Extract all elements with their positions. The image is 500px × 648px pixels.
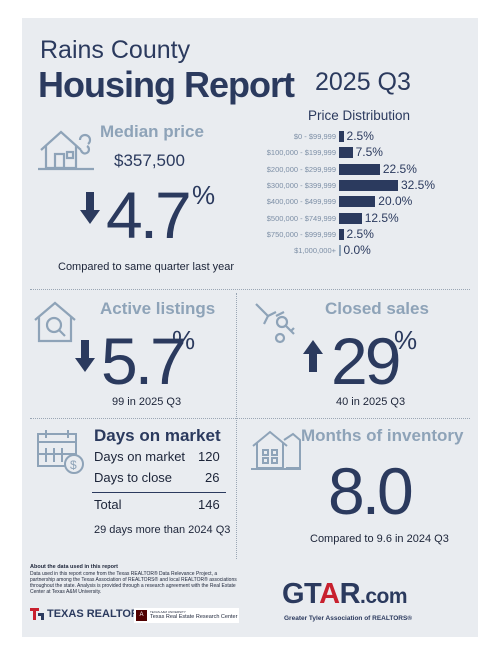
gtar-tagline: Greater Tyler Association of REALTORS® [284,615,413,622]
price-distribution-label: $500,000 - $749,999 [266,213,336,223]
section-divider-vertical [236,293,237,559]
price-distribution-bar [339,196,376,208]
price-distribution-label: $300,000 - $399,999 [266,180,336,190]
calendar-dollar-icon: $ [36,428,88,479]
section-divider [30,289,470,290]
house-icon [38,126,96,177]
closed-sales-change-unit: % [394,325,418,355]
months-inventory-value: 8.0 [328,454,414,528]
months-inventory-heading: Months of inventory [301,426,464,445]
report-title-county: Rains County [40,36,191,64]
price-distribution-value: 22.5% [382,161,417,176]
price-distribution-value: 7.5% [355,145,383,160]
days-total-value: 146 [198,497,220,512]
price-distribution-bar [339,228,344,240]
price-distribution-bar [339,212,362,224]
arrow-down-icon [75,340,95,377]
median-price-change-unit: % [192,180,216,210]
about-text: Data used in this report come from the T… [30,571,237,595]
svg-text:$: $ [70,458,77,472]
closed-sales-change: 29 [331,324,401,398]
hand-keys-icon [254,298,302,353]
price-distribution-label: $1,000,000+ [294,246,336,256]
price-distribution-label: $200,000 - $299,999 [266,164,336,174]
median-price-note: Compared to same quarter last year [58,261,235,273]
active-listings-heading: Active listings [100,299,216,318]
tamu-logo-icon: A [136,610,147,621]
months-inventory-note: Compared to 9.6 in 2024 Q3 [310,533,449,545]
report-quarter: 2025 Q3 [315,68,411,96]
price-distribution-value: 2.5% [346,226,374,241]
days-total-label: Total [94,497,122,512]
closed-sales-note: 40 in 2025 Q3 [336,396,406,408]
gtar-logo: GTAR.com [282,578,408,610]
tamu-center-name: Texas Real Estate Research Center [150,614,238,620]
price-distribution-bar [339,163,380,175]
price-distribution-chart: $0 - $99,999 2.5% $100,000 - $199,999 7.5% $… [22,129,478,260]
active-listings-note: 99 in 2025 Q3 [112,396,182,408]
houses-icon [250,428,302,477]
days-row-value: 26 [205,470,220,485]
price-distribution-value: 2.5% [346,129,374,143]
price-distribution-label: $0 - $99,999 [293,132,336,141]
days-total-rule [92,492,226,493]
active-listings-change-unit: % [172,325,196,355]
price-distribution-bar [339,245,341,257]
gtar-logo-domain: .com [360,585,408,608]
tamu-center-logo: A TEXAS A&M UNIVERSITY Texas Real Estate… [134,608,239,623]
price-distribution-label: $750,000 - $999,999 [266,229,336,239]
median-price-change: 4.7 [106,178,192,252]
days-row-label: Days to close [94,470,173,485]
days-row-label: Days on market [94,449,186,464]
section-divider [30,418,470,419]
gtar-logo-accent-letter: A [319,578,340,610]
texas-realtors-mark-icon [30,608,44,620]
magnifier-house-icon [32,300,78,349]
median-price-value: $357,500 [114,151,185,170]
days-on-market-note: 29 days more than 2024 Q3 [94,524,231,536]
price-distribution-value: 0.0% [343,243,371,258]
price-distribution-bar [339,179,398,191]
texas-realtors-logo: TEXAS REALTORS [30,608,146,620]
active-listings-change: 5.7 [101,324,187,398]
days-on-market-heading: Days on market [94,426,221,445]
price-distribution-label: $100,000 - $199,999 [266,148,336,158]
arrow-up-icon [303,340,323,377]
tamu-small: TEXAS A&M UNIVERSITY [150,610,186,614]
closed-sales-heading: Closed sales [325,299,429,318]
arrow-down-icon [80,192,100,229]
price-distribution-value: 12.5% [364,210,399,225]
days-row-value: 120 [198,449,220,464]
price-distribution-label: $400,000 - $499,999 [266,197,336,207]
median-price-heading: Median price [100,122,204,141]
price-distribution-bar [339,147,353,159]
report-sheet: Rains County Housing Report 2025 Q3 Medi… [22,18,478,637]
texas-realtors-text: TEXAS REALTORS [47,608,147,620]
price-distribution-value: 20.0% [378,194,413,209]
price-distribution-title: Price Distribution [308,108,411,123]
price-distribution-bar [339,131,344,142]
price-distribution-value: 32.5% [401,177,436,192]
report-title: Housing Report [38,64,295,105]
about-title: About the data used in this report [30,564,119,570]
